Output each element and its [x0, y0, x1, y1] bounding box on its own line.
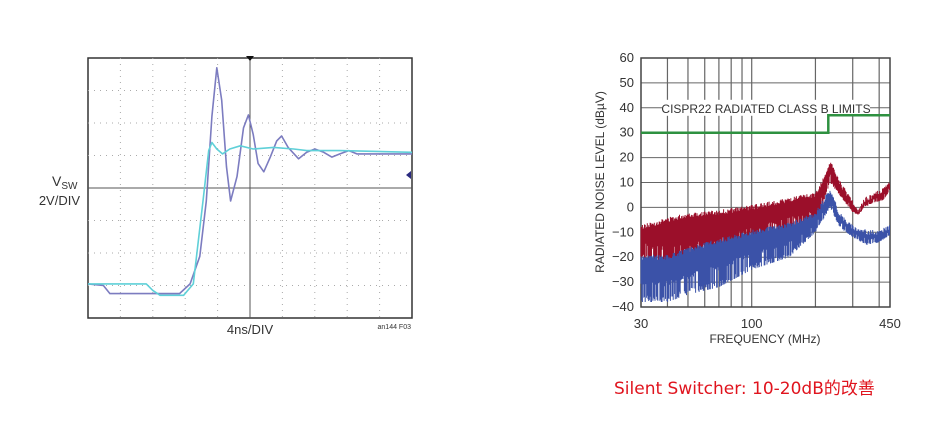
plot-frame [640, 57, 891, 308]
y-label-vsw: VSW [52, 173, 78, 192]
y-label: RADIATED NOISE LEVEL (dBµV) [593, 91, 607, 273]
y-label-sw: SW [61, 181, 78, 192]
oscilloscope-chart: VSW 2V/DIV 4ns/DIV an144 F03 [39, 56, 413, 337]
y-label-scale: 2V/DIV [39, 193, 81, 208]
y-tick-label: −40 [612, 299, 634, 314]
y-tick-label: −10 [612, 224, 634, 239]
trace-1 [88, 141, 413, 297]
noise-trace-0 [640, 162, 890, 270]
level-marker [406, 171, 411, 179]
trigger-marker [246, 56, 254, 61]
caption: Silent Switcher: 10-20dB的改善 [614, 379, 875, 399]
x-tick-label: 100 [741, 316, 763, 331]
y-tick-label: −30 [612, 274, 634, 289]
y-tick-label: 10 [620, 175, 634, 190]
x-label: FREQUENCY (MHz) [709, 332, 820, 346]
emi-chart: FREQUENCY (MHz) RADIATED NOISE LEVEL (dB… [593, 50, 901, 346]
y-tick-label: 0 [627, 199, 634, 214]
x-tick-label: 450 [879, 316, 901, 331]
figure-note: an144 F03 [378, 324, 412, 331]
y-tick-label: 20 [620, 150, 634, 165]
x-tick-label: 30 [634, 316, 648, 331]
trace-0 [87, 67, 412, 295]
annotation: CISPR22 RADIATED CLASS B LIMITS [661, 102, 870, 116]
y-tick-label: −20 [612, 249, 634, 264]
limit-line [641, 114, 890, 134]
noise-trace-1 [640, 190, 890, 302]
x-label: 4ns/DIV [227, 322, 274, 337]
y-tick-label: 40 [620, 100, 634, 115]
y-tick-label: 30 [620, 125, 634, 140]
y-tick-label: 60 [620, 50, 634, 65]
y-tick-label: 50 [620, 75, 634, 90]
annotation-bg [662, 99, 870, 116]
y-label-v: V [52, 173, 62, 189]
